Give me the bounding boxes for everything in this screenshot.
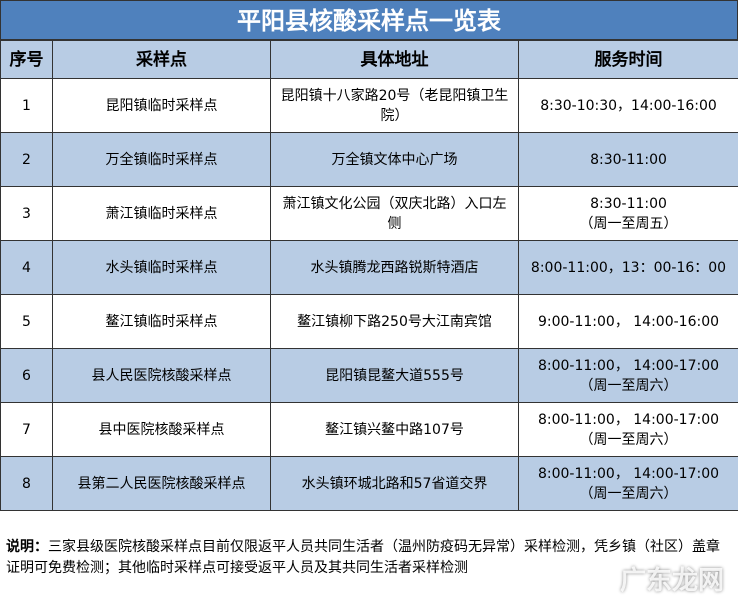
row: 1 昆阳镇临时采样点 昆阳镇十八家路20号（老昆阳镇卫生院） 8:30-10:30，1… [0, 78, 738, 133]
note: 说明：三家县级医院核酸采样点目前仅限返平人员共同生活者（温州防疫码无异常）采样检… [0, 511, 738, 579]
time-line: （周一至周五） [579, 215, 678, 232]
address-cell: 昆阳镇十八家路20号（老昆阳镇卫生院） [270, 78, 519, 133]
row: 6 县人民医院核酸采样点 昆阳镇昆鳌大道555号 8:00-11:00， 14:00-… [0, 348, 738, 403]
time-cell: 8:30-11:00 （周一至周五） [518, 186, 738, 241]
site-cell: 县中医院核酸采样点 [52, 402, 271, 457]
address-cell: 萧江镇文化公园（双庆北路）入口左侧 [270, 186, 519, 241]
header-cell: 服务时间 [518, 40, 738, 79]
time-line: 8:00-11:00，13：00-16：00 [530, 259, 727, 276]
site-cell: 昆阳镇临时采样点 [52, 78, 271, 133]
time-line: （周一至周六） [579, 377, 678, 394]
row: 3 萧江镇临时采样点 萧江镇文化公园（双庆北路）入口左侧 8:30-11:00 （周一至… [0, 186, 738, 241]
no-cell: 7 [0, 402, 53, 457]
address-cell: 万全镇文体中心广场 [270, 132, 519, 187]
no-cell: 6 [0, 348, 53, 403]
time-line: 8:30-11:00 [590, 151, 667, 168]
time-cell: 8:00-11:00， 14:00-17:00 （周一至周六） [518, 402, 738, 457]
row: 5 鳌江镇临时采样点 鳌江镇柳下路250号大江南宾馆 9:00-11:00， 14:0… [0, 294, 738, 349]
site-cell: 萧江镇临时采样点 [52, 186, 271, 241]
time-line: 8:00-11:00， 14:00-17:00 [537, 357, 720, 374]
no-cell: 3 [0, 186, 53, 241]
no-cell: 4 [0, 240, 53, 295]
address-cell: 水头镇环城北路和57省道交界 [270, 456, 519, 511]
site-cell: 县人民医院核酸采样点 [52, 348, 271, 403]
time-cell: 8:30-10:30，14:00-16:00 [518, 78, 738, 133]
header-row: 序号 采样点 具体地址 服务时间 [0, 40, 738, 79]
note-text: 三家县级医院核酸采样点目前仅限返平人员共同生活者（温州防疫码无异常）采样检测，凭… [6, 539, 720, 576]
time-cell: 8:00-11:00，13：00-16：00 [518, 240, 738, 295]
address-cell: 水头镇腾龙西路锐斯特酒店 [270, 240, 519, 295]
time-line: 8:30-10:30，14:00-16:00 [540, 97, 717, 114]
no-cell: 1 [0, 78, 53, 133]
site-cell: 万全镇临时采样点 [52, 132, 271, 187]
address-cell: 鳌江镇兴鳌中路107号 [270, 402, 519, 457]
row: 7 县中医院核酸采样点 鳌江镇兴鳌中路107号 8:00-11:00， 14:00-1… [0, 402, 738, 457]
title: 平阳县核酸采样点一览表 [0, 0, 738, 40]
no-cell: 8 [0, 456, 53, 511]
row: 2 万全镇临时采样点 万全镇文体中心广场 8:30-11:00 [0, 132, 738, 187]
time-cell: 8:30-11:00 [518, 132, 738, 187]
address-cell: 鳌江镇柳下路250号大江南宾馆 [270, 294, 519, 349]
table-body: 1 昆阳镇临时采样点 昆阳镇十八家路20号（老昆阳镇卫生院） 8:30-10:30，1… [0, 78, 738, 511]
row: 8 县第二人民医院核酸采样点 水头镇环城北路和57省道交界 8:00-11:00， 1… [0, 456, 738, 511]
watermark: 广东龙网 [619, 566, 724, 596]
header-cell: 序号 [0, 40, 53, 79]
site-cell: 县第二人民医院核酸采样点 [52, 456, 271, 511]
no-cell: 2 [0, 132, 53, 187]
note-label: 说明： [6, 539, 48, 555]
time-line: 8:30-11:00 [590, 195, 667, 212]
site-cell: 鳌江镇临时采样点 [52, 294, 271, 349]
time-cell: 8:00-11:00， 14:00-17:00 （周一至周六） [518, 456, 738, 511]
header-cell: 具体地址 [270, 40, 519, 79]
table: 序号 采样点 具体地址 服务时间 1 昆阳镇临时采样点 昆阳镇十八家路20号（老昆阳镇卫生… [0, 40, 738, 511]
row: 4 水头镇临时采样点 水头镇腾龙西路锐斯特酒店 8:00-11:00，13：00-16… [0, 240, 738, 295]
site-cell: 水头镇临时采样点 [52, 240, 271, 295]
time-cell: 8:00-11:00， 14:00-17:00 （周一至周六） [518, 348, 738, 403]
time-line: 8:00-11:00， 14:00-17:00 [537, 411, 720, 428]
time-line: （周一至周六） [579, 431, 678, 448]
time-line: （周一至周六） [579, 485, 678, 502]
time-line: 8:00-11:00， 14:00-17:00 [537, 465, 720, 482]
header-cell: 采样点 [52, 40, 271, 79]
time-cell: 9:00-11:00， 14:00-16:00 [518, 294, 738, 349]
no-cell: 5 [0, 294, 53, 349]
time-line: 9:00-11:00， 14:00-16:00 [537, 313, 720, 330]
address-cell: 昆阳镇昆鳌大道555号 [270, 348, 519, 403]
